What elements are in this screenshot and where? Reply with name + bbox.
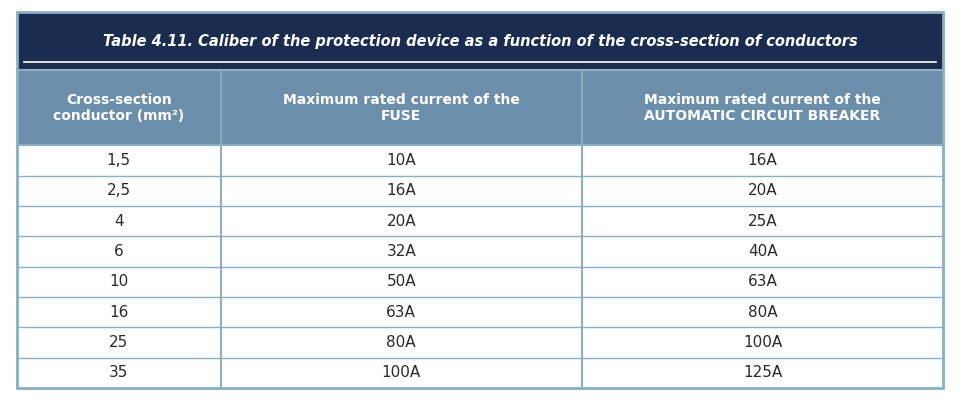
- Bar: [16, 12, 944, 70]
- Text: 10: 10: [109, 274, 129, 289]
- Bar: [16, 327, 221, 358]
- Text: 63A: 63A: [748, 274, 778, 289]
- Bar: [221, 267, 582, 297]
- Bar: [582, 267, 944, 297]
- Text: 25A: 25A: [748, 214, 778, 229]
- Text: Table 4.11. Caliber of the protection device as a function of the cross-section : Table 4.11. Caliber of the protection de…: [103, 34, 857, 49]
- Bar: [582, 206, 944, 236]
- Text: 16A: 16A: [386, 184, 416, 198]
- Text: 35: 35: [109, 365, 129, 380]
- Bar: [221, 146, 582, 176]
- Text: 4: 4: [114, 214, 124, 229]
- Text: 25: 25: [109, 335, 129, 350]
- Bar: [582, 358, 944, 388]
- Text: 50A: 50A: [387, 274, 416, 289]
- Text: 80A: 80A: [748, 305, 778, 320]
- Text: 100A: 100A: [743, 335, 782, 350]
- Text: Maximum rated current of the
FUSE: Maximum rated current of the FUSE: [283, 93, 519, 123]
- Text: 125A: 125A: [743, 365, 782, 380]
- Bar: [221, 358, 582, 388]
- Bar: [582, 327, 944, 358]
- Bar: [221, 297, 582, 327]
- Text: Maximum rated current of the
AUTOMATIC CIRCUIT BREAKER: Maximum rated current of the AUTOMATIC C…: [644, 93, 881, 123]
- Bar: [582, 236, 944, 267]
- Bar: [582, 70, 944, 146]
- Text: 10A: 10A: [387, 153, 416, 168]
- Bar: [221, 327, 582, 358]
- Text: 6: 6: [114, 244, 124, 259]
- Bar: [221, 176, 582, 206]
- Text: 16A: 16A: [748, 153, 778, 168]
- Text: 100A: 100A: [382, 365, 420, 380]
- Text: 1,5: 1,5: [107, 153, 131, 168]
- Bar: [16, 206, 221, 236]
- Bar: [16, 236, 221, 267]
- Bar: [582, 297, 944, 327]
- Text: 20A: 20A: [387, 214, 416, 229]
- Text: Cross-section
conductor (mm²): Cross-section conductor (mm²): [53, 93, 184, 123]
- Text: 80A: 80A: [387, 335, 416, 350]
- Text: 2,5: 2,5: [107, 184, 131, 198]
- Text: 40A: 40A: [748, 244, 778, 259]
- Bar: [582, 176, 944, 206]
- Bar: [16, 358, 221, 388]
- Bar: [16, 146, 221, 176]
- Bar: [582, 146, 944, 176]
- Text: 32A: 32A: [386, 244, 416, 259]
- Bar: [221, 236, 582, 267]
- Text: 63A: 63A: [386, 305, 417, 320]
- Bar: [16, 70, 221, 146]
- Bar: [16, 176, 221, 206]
- Text: 16: 16: [109, 305, 129, 320]
- Bar: [16, 267, 221, 297]
- Bar: [221, 70, 582, 146]
- Bar: [221, 206, 582, 236]
- Text: 20A: 20A: [748, 184, 778, 198]
- Bar: [16, 297, 221, 327]
